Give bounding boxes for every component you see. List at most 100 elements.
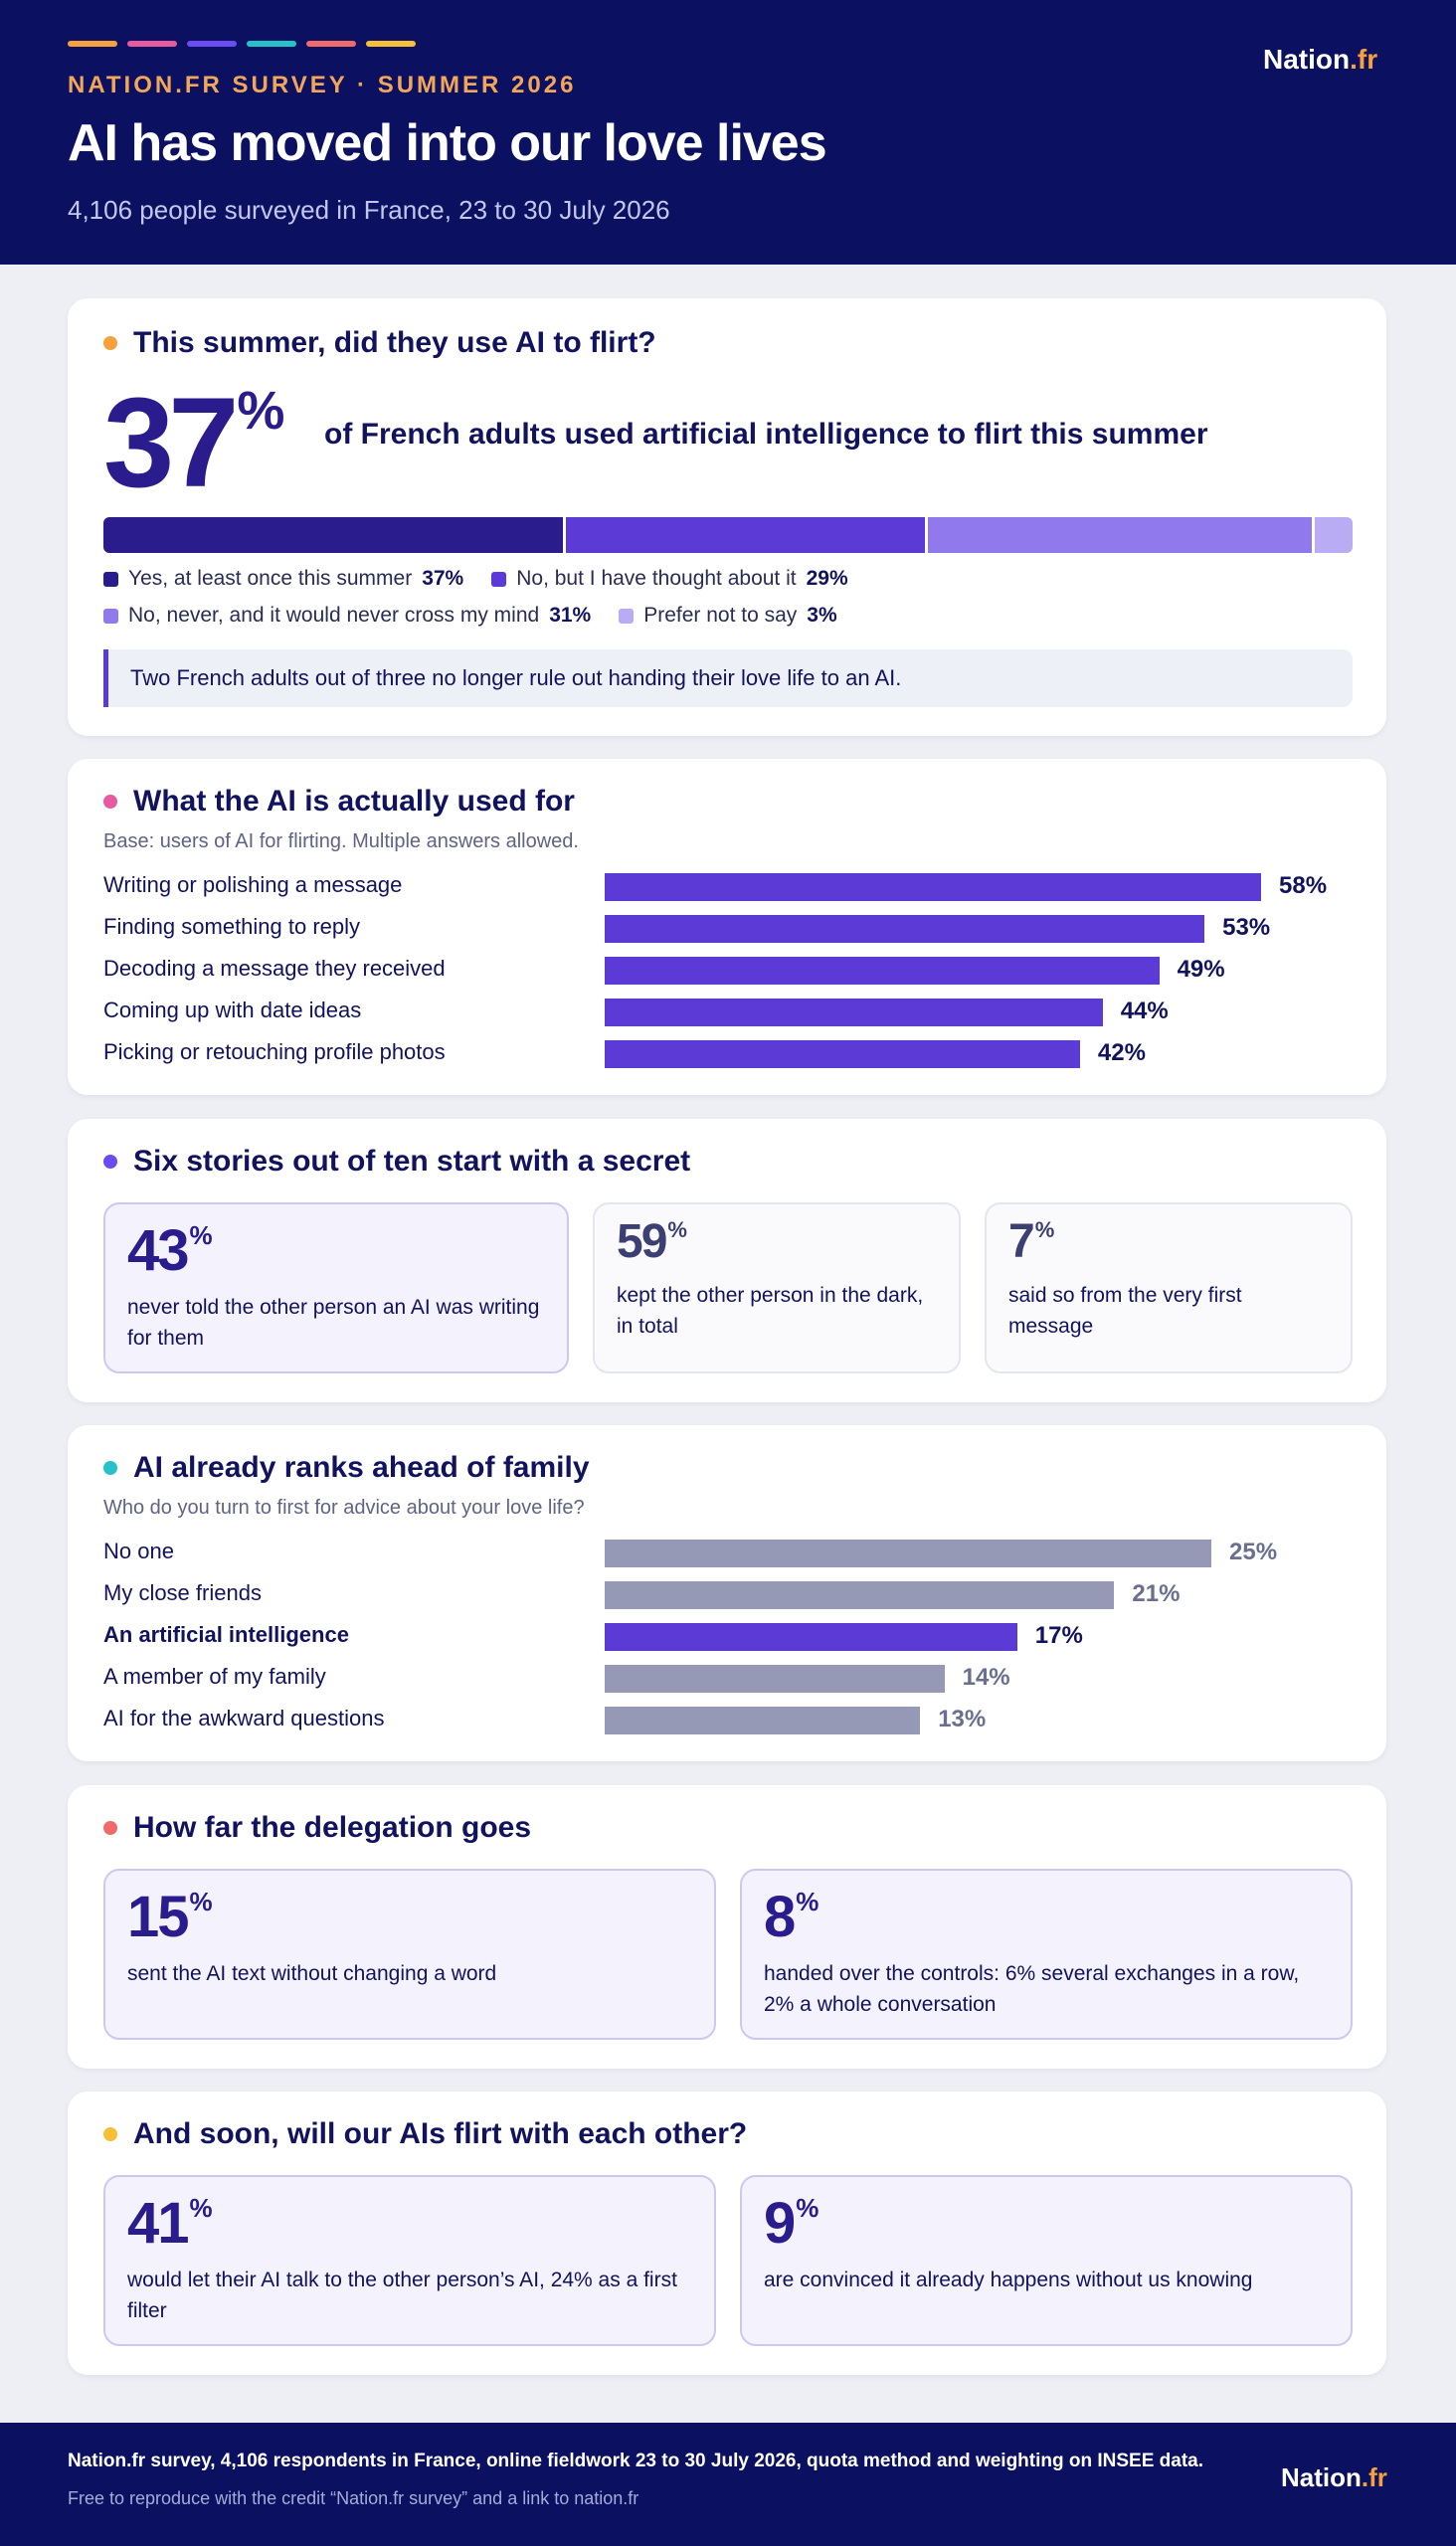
section-title: Six stories out of ten start with a secr… — [133, 1145, 691, 1178]
card-title-advice: AI already ranks ahead of family — [103, 1451, 590, 1485]
bar-value: 44% — [1120, 998, 1169, 1024]
card-advice: AI already ranks ahead of family Who do … — [68, 1425, 1386, 1761]
card-title-future: And soon, will our AIs flirt with each o… — [103, 2117, 747, 2151]
stripe-4 — [247, 41, 296, 47]
bar-value: 49% — [1177, 956, 1225, 983]
stat-text: handed over the controls: 6% several exc… — [764, 1962, 1300, 2016]
stat-value: 9 — [764, 2191, 796, 2256]
legend-row-2: No, never, and it would never cross my m… — [103, 604, 837, 628]
stat-number: 7% — [1008, 1218, 1054, 1266]
stat-suffix: % — [189, 2193, 213, 2223]
card-title-delegation: How far the delegation goes — [103, 1811, 531, 1845]
stacked-bar — [103, 517, 1353, 553]
legend-row-1: Yes, at least once this summer 37% No, bu… — [103, 567, 848, 591]
section-dot — [103, 1155, 117, 1169]
stat-text: would let their AI talk to the other per… — [127, 2269, 677, 2322]
section-title: This summer, did they use AI to flirt? — [133, 326, 656, 359]
logo-tld: .fr — [1361, 2462, 1387, 2492]
stat-value: 41 — [127, 2191, 189, 2256]
stat-suffix: % — [796, 1887, 819, 1916]
bar-label: AI for the awkward questions — [103, 1706, 385, 1730]
logo-main: Nation — [1263, 44, 1351, 75]
page-subtitle: 4,106 people surveyed in France, 23 to 3… — [68, 195, 670, 225]
bar — [605, 1581, 1115, 1609]
bar-value: 42% — [1097, 1039, 1146, 1066]
stat-value: 7 — [1008, 1215, 1035, 1268]
legend-label: No, but I have thought about it — [516, 567, 797, 590]
stat-suffix: % — [189, 1220, 213, 1250]
stat-number: 59% — [617, 1218, 687, 1266]
bar — [605, 1623, 1017, 1651]
card-ai-uses: What the AI is actually used for Base: u… — [68, 759, 1386, 1095]
stat-suffix: % — [667, 1217, 687, 1242]
card-flirt-usage: This summer, did they use AI to flirt? 3… — [68, 298, 1386, 736]
legend-label: Prefer not to say — [643, 604, 798, 627]
big-stat-37: 37% — [103, 380, 284, 507]
section-dot — [103, 336, 117, 350]
legend-value: 37% — [422, 567, 464, 590]
color-stripes — [68, 41, 416, 47]
stat-number: 9% — [764, 2195, 819, 2253]
legend-item-yes: Yes, at least once this summer 37% — [103, 567, 463, 591]
section-title: And soon, will our AIs flirt with each o… — [133, 2117, 748, 2150]
bar-value: 13% — [938, 1706, 987, 1732]
stat-number: 43% — [127, 1222, 213, 1280]
stat-value: 43 — [127, 1218, 189, 1283]
stat-box-already-happens: 9% are convinced it already happens with… — [740, 2175, 1353, 2346]
card-title-uses: What the AI is actually used for — [103, 785, 575, 818]
footer-logo[interactable]: Nation.fr — [1281, 2462, 1387, 2493]
bar — [605, 1540, 1211, 1567]
section-title: What the AI is actually used for — [133, 785, 575, 818]
card-title-flirt: This summer, did they use AI to flirt? — [103, 326, 656, 360]
card-delegation: How far the delegation goes 15% sent the… — [68, 1785, 1386, 2069]
stat-box-controls: 8% handed over the controls: 6% several … — [740, 1869, 1353, 2040]
section-title: How far the delegation goes — [133, 1811, 532, 1844]
stripe-3 — [187, 41, 237, 47]
stat-box-first-message: 7% said so from the very first message — [985, 1202, 1353, 1373]
stat-text: are convinced it already happens without… — [764, 2269, 1253, 2291]
stripe-2 — [127, 41, 177, 47]
stripe-6 — [366, 41, 416, 47]
card-title-secret: Six stories out of ten start with a secr… — [103, 1145, 690, 1179]
legend-item-prefer-not: Prefer not to say 3% — [619, 604, 837, 628]
stat-suffix: % — [796, 2193, 819, 2223]
legend-item-never: No, never, and it would never cross my m… — [103, 604, 591, 628]
stat-box-ai-talk: 41% would let their AI talk to the other… — [103, 2175, 716, 2346]
stat-value: 15 — [127, 1885, 189, 1949]
section-dot — [103, 1461, 117, 1475]
legend-item-thought: No, but I have thought about it 29% — [491, 567, 848, 591]
section-dot — [103, 2127, 117, 2141]
legend-value: 3% — [807, 604, 837, 627]
legend-swatch — [491, 571, 507, 587]
page-title: AI has moved into our love lives — [68, 114, 827, 172]
bar — [605, 873, 1261, 901]
bar-value: 21% — [1132, 1580, 1181, 1607]
stacked-segment — [103, 517, 563, 553]
stat-text: kept the other person in the dark, in to… — [617, 1284, 924, 1338]
bar — [605, 999, 1103, 1026]
logo-main: Nation — [1281, 2462, 1362, 2492]
big-stat-suffix: % — [237, 381, 285, 441]
stacked-segment — [1315, 517, 1353, 553]
legend-label: Yes, at least once this summer — [128, 567, 413, 590]
big-stat-value: 37 — [103, 372, 239, 514]
bar — [605, 915, 1205, 943]
base-note: Base: users of AI for flirting. Multiple… — [103, 830, 579, 852]
brand-logo[interactable]: Nation.fr — [1263, 44, 1377, 76]
stat-number: 41% — [127, 2195, 213, 2253]
bar-value: 14% — [962, 1664, 1010, 1691]
stat-value: 59 — [617, 1215, 667, 1268]
bar — [605, 1040, 1080, 1068]
bar-label: Decoding a message they received — [103, 956, 446, 981]
bar-value: 53% — [1222, 914, 1271, 941]
legend-swatch — [619, 608, 635, 624]
section-dot — [103, 1821, 117, 1835]
section-title: AI already ranks ahead of family — [133, 1451, 590, 1484]
base-note: Who do you turn to first for advice abou… — [103, 1497, 585, 1519]
bar-value: 58% — [1279, 872, 1328, 899]
legend-label: No, never, and it would never cross my m… — [128, 604, 540, 627]
bar-label: Writing or polishing a message — [103, 872, 403, 897]
stat-text: never told the other person an AI was wr… — [127, 1296, 540, 1350]
bar-label: Coming up with date ideas — [103, 998, 362, 1022]
card-secret: Six stories out of ten start with a secr… — [68, 1119, 1386, 1402]
